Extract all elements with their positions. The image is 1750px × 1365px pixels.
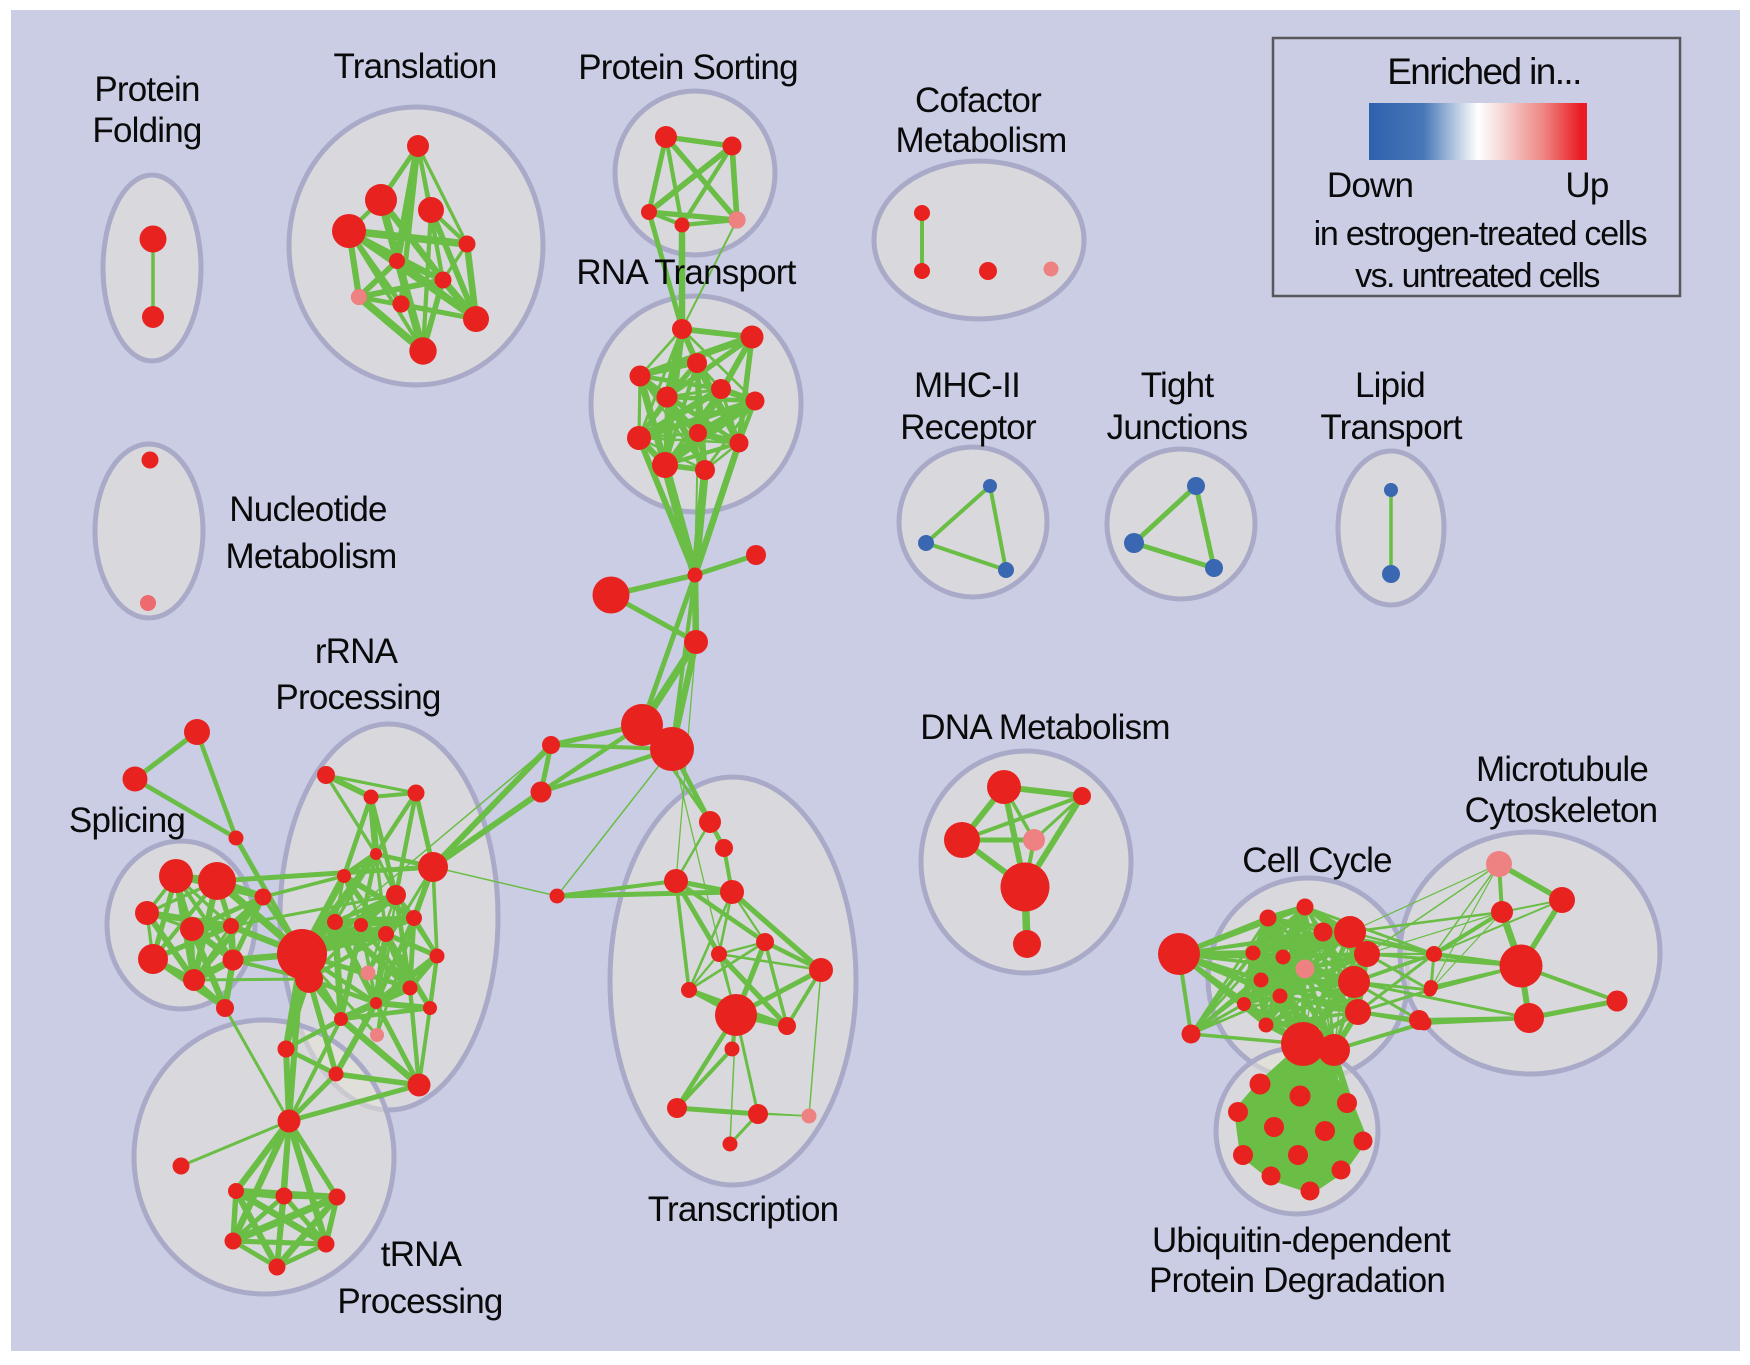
svg-text:Metabolism: Metabolism: [896, 121, 1067, 160]
svg-text:in estrogen-treated cells: in estrogen-treated cells: [1314, 215, 1647, 253]
svg-text:Down: Down: [1327, 166, 1413, 205]
svg-text:Processing: Processing: [275, 678, 440, 717]
svg-text:Nucleotide: Nucleotide: [229, 490, 386, 529]
svg-text:Enriched in...: Enriched in...: [1387, 51, 1581, 92]
svg-text:Transport: Transport: [1320, 408, 1462, 447]
svg-text:Up: Up: [1565, 166, 1608, 205]
svg-text:Metabolism: Metabolism: [226, 537, 397, 576]
svg-text:tRNA: tRNA: [381, 1235, 463, 1274]
svg-text:Tight: Tight: [1141, 366, 1215, 405]
svg-text:Cell Cycle: Cell Cycle: [1242, 841, 1392, 880]
svg-text:MHC-II: MHC-II: [914, 366, 1020, 405]
svg-text:Ubiquitin-dependent: Ubiquitin-dependent: [1152, 1221, 1451, 1260]
svg-text:Transcription: Transcription: [648, 1190, 839, 1229]
svg-text:vs. untreated cells: vs. untreated cells: [1355, 257, 1599, 295]
svg-text:rRNA: rRNA: [315, 632, 399, 671]
svg-text:Protein Degradation: Protein Degradation: [1149, 1261, 1445, 1300]
svg-text:Lipid: Lipid: [1355, 366, 1425, 405]
svg-text:RNA Transport: RNA Transport: [576, 253, 796, 292]
svg-text:Translation: Translation: [333, 47, 496, 86]
svg-text:Processing: Processing: [337, 1282, 502, 1321]
svg-text:Receptor: Receptor: [900, 408, 1037, 447]
svg-text:Microtubule: Microtubule: [1476, 750, 1648, 789]
svg-text:Junctions: Junctions: [1107, 408, 1248, 447]
svg-text:DNA Metabolism: DNA Metabolism: [920, 708, 1169, 747]
svg-text:Cytoskeleton: Cytoskeleton: [1465, 791, 1658, 830]
svg-text:Protein: Protein: [94, 70, 199, 109]
svg-text:Splicing: Splicing: [69, 801, 185, 840]
svg-text:Folding: Folding: [92, 111, 201, 150]
svg-text:Protein Sorting: Protein Sorting: [578, 48, 798, 87]
svg-text:Cofactor: Cofactor: [915, 81, 1042, 120]
